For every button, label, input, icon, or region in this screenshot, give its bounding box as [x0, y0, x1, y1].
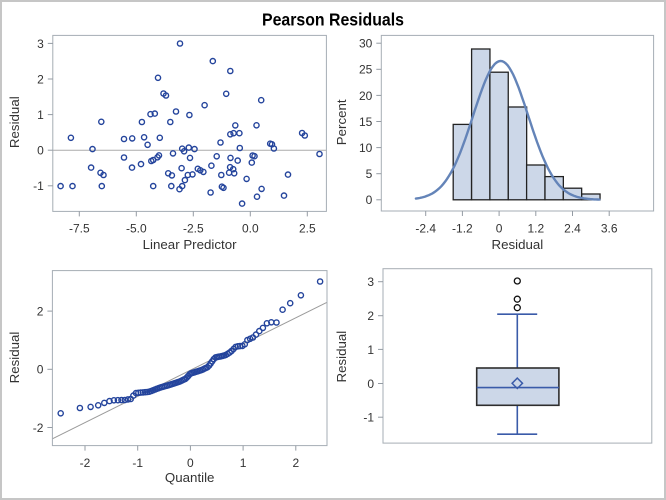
svg-text:0.0: 0.0	[242, 221, 259, 235]
svg-text:3: 3	[37, 37, 44, 51]
svg-text:-5.0: -5.0	[126, 221, 147, 235]
svg-text:Residual: Residual	[334, 331, 349, 383]
svg-text:1.2: 1.2	[527, 221, 544, 235]
svg-text:-2: -2	[33, 421, 44, 435]
svg-text:5: 5	[366, 167, 373, 181]
svg-text:30: 30	[359, 37, 373, 51]
svg-text:20: 20	[359, 89, 373, 103]
svg-text:10: 10	[359, 141, 373, 155]
svg-text:0: 0	[37, 363, 44, 377]
svg-text:3: 3	[367, 275, 374, 289]
svg-text:25: 25	[359, 63, 373, 77]
svg-text:Residual: Residual	[492, 237, 544, 252]
svg-text:-1: -1	[363, 411, 374, 425]
svg-text:3.6: 3.6	[601, 221, 618, 235]
svg-text:0: 0	[367, 377, 374, 391]
svg-text:-2.4: -2.4	[415, 221, 436, 235]
svg-text:Linear Predictor: Linear Predictor	[143, 237, 237, 252]
svg-text:-2.5: -2.5	[183, 221, 204, 235]
svg-text:Residual: Residual	[7, 96, 22, 148]
svg-text:-1.2: -1.2	[452, 221, 473, 235]
svg-text:1: 1	[367, 343, 374, 357]
svg-text:2.4: 2.4	[564, 221, 581, 235]
svg-text:0: 0	[366, 193, 373, 207]
svg-text:Percent: Percent	[334, 99, 349, 145]
svg-text:-1: -1	[132, 456, 143, 470]
svg-text:1: 1	[240, 456, 247, 470]
svg-text:Pearson Residuals: Pearson Residuals	[262, 10, 404, 30]
svg-text:2: 2	[367, 309, 374, 323]
svg-text:-7.5: -7.5	[69, 221, 90, 235]
svg-text:15: 15	[359, 115, 373, 129]
svg-text:0: 0	[37, 144, 44, 158]
svg-text:0: 0	[187, 456, 194, 470]
svg-text:2: 2	[37, 72, 44, 86]
svg-text:Quantile: Quantile	[165, 470, 215, 485]
svg-text:2.5: 2.5	[299, 221, 316, 235]
svg-text:-2: -2	[80, 456, 91, 470]
svg-text:0: 0	[496, 221, 503, 235]
svg-text:1: 1	[37, 108, 44, 122]
svg-text:Residual: Residual	[7, 332, 22, 384]
svg-text:-1: -1	[33, 179, 44, 193]
svg-text:2: 2	[37, 305, 44, 319]
svg-text:2: 2	[292, 456, 299, 470]
